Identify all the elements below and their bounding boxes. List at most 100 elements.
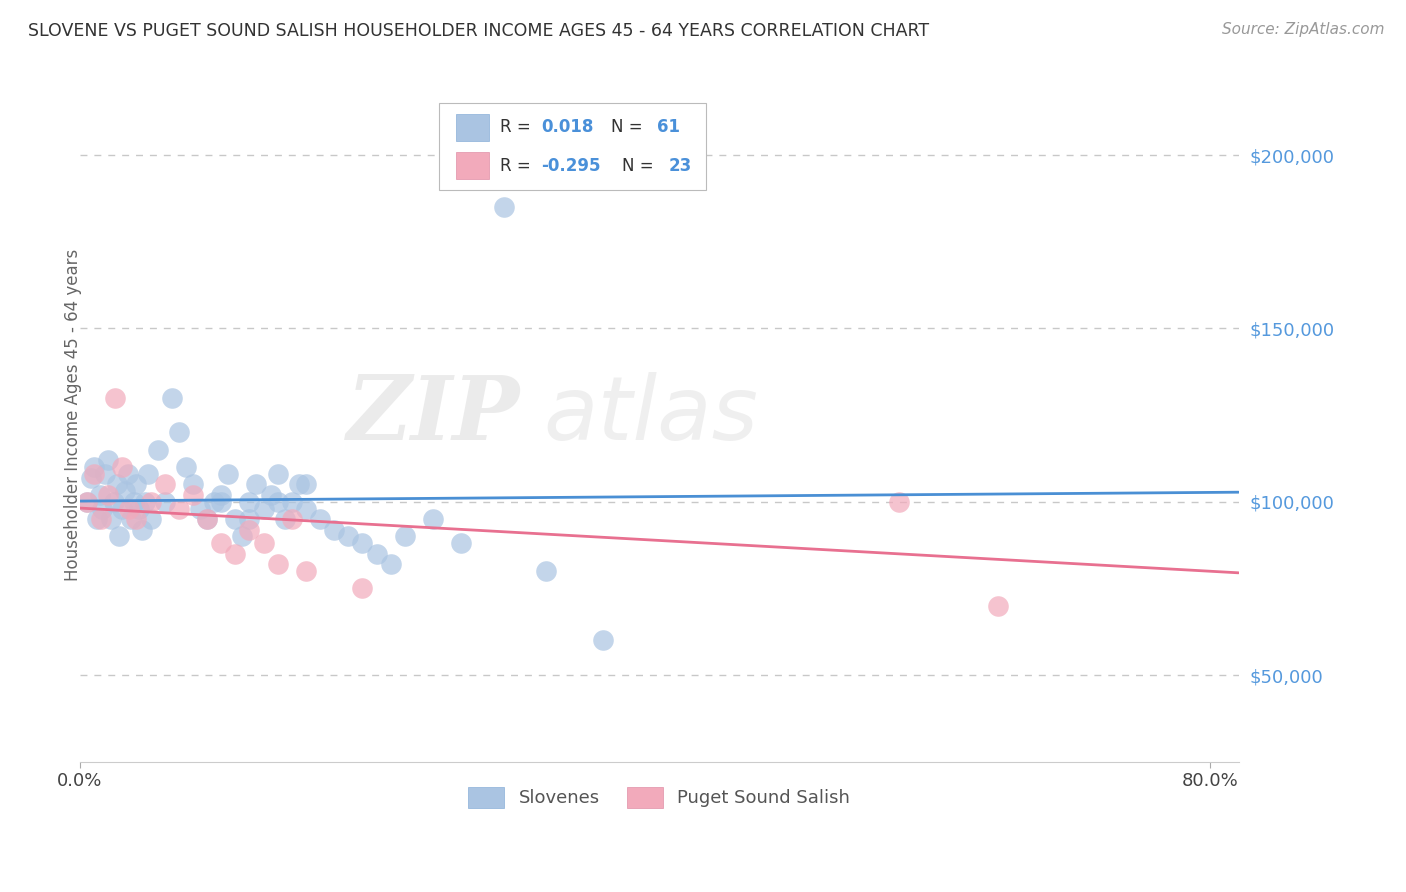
Text: 0.018: 0.018	[541, 119, 593, 136]
Text: 23: 23	[668, 157, 692, 175]
Point	[352, 582, 374, 596]
Point	[238, 512, 260, 526]
Point	[492, 200, 515, 214]
Point	[202, 495, 225, 509]
Point	[195, 512, 218, 526]
Point	[90, 512, 112, 526]
Point	[89, 488, 111, 502]
Point	[288, 477, 311, 491]
Point	[366, 547, 388, 561]
Point	[104, 391, 127, 405]
FancyBboxPatch shape	[457, 152, 489, 179]
Text: R =: R =	[501, 119, 531, 136]
Point	[94, 467, 117, 481]
Point	[120, 512, 142, 526]
Point	[167, 425, 190, 440]
Point	[117, 467, 139, 481]
FancyBboxPatch shape	[457, 113, 489, 141]
Point	[259, 488, 281, 502]
Point	[252, 501, 274, 516]
FancyBboxPatch shape	[439, 103, 706, 190]
Point	[118, 501, 141, 516]
Point	[217, 467, 239, 481]
Text: ZIP: ZIP	[347, 372, 520, 458]
Point	[97, 453, 120, 467]
Text: -0.295: -0.295	[541, 157, 600, 175]
Point	[91, 501, 114, 516]
Point	[987, 599, 1010, 613]
Point	[174, 460, 197, 475]
Point	[267, 467, 290, 481]
Text: 61: 61	[657, 119, 681, 136]
Point	[131, 523, 153, 537]
Point	[231, 529, 253, 543]
Point	[281, 495, 304, 509]
Point	[128, 501, 150, 516]
Point	[534, 564, 557, 578]
Point	[295, 564, 318, 578]
Point	[245, 477, 267, 491]
Point	[209, 536, 232, 550]
Point	[422, 512, 444, 526]
Point	[323, 523, 346, 537]
Text: R =: R =	[501, 157, 531, 175]
Point	[281, 512, 304, 526]
Point	[337, 529, 360, 543]
Point	[114, 484, 136, 499]
Text: SLOVENE VS PUGET SOUND SALISH HOUSEHOLDER INCOME AGES 45 - 64 YEARS CORRELATION : SLOVENE VS PUGET SOUND SALISH HOUSEHOLDE…	[28, 22, 929, 40]
Point	[111, 501, 134, 516]
Point	[108, 529, 131, 543]
Point	[100, 512, 122, 526]
Point	[136, 467, 159, 481]
Point	[295, 501, 318, 516]
Point	[352, 536, 374, 550]
Point	[83, 467, 105, 481]
Point	[160, 391, 183, 405]
Point	[592, 633, 614, 648]
Point	[153, 495, 176, 509]
Point	[181, 488, 204, 502]
Point	[86, 512, 108, 526]
Text: atlas: atlas	[543, 372, 758, 458]
Point	[125, 512, 148, 526]
Point	[195, 512, 218, 526]
Point	[238, 523, 260, 537]
Point	[188, 501, 211, 516]
Point	[167, 501, 190, 516]
Point	[295, 477, 318, 491]
Point	[76, 495, 98, 509]
Point	[97, 488, 120, 502]
Text: Source: ZipAtlas.com: Source: ZipAtlas.com	[1222, 22, 1385, 37]
Point	[80, 470, 103, 484]
Point	[139, 512, 162, 526]
Legend: Slovenes, Puget Sound Salish: Slovenes, Puget Sound Salish	[461, 780, 858, 815]
Point	[889, 495, 911, 509]
Point	[252, 536, 274, 550]
Point	[76, 495, 98, 509]
Point	[134, 495, 156, 509]
Point	[224, 512, 246, 526]
Point	[450, 536, 472, 550]
Text: N =: N =	[610, 119, 643, 136]
Point	[274, 512, 297, 526]
Point	[103, 495, 125, 509]
Point	[153, 477, 176, 491]
Point	[125, 477, 148, 491]
Point	[267, 558, 290, 572]
Y-axis label: Householder Income Ages 45 - 64 years: Householder Income Ages 45 - 64 years	[63, 249, 82, 582]
Point	[380, 558, 402, 572]
Point	[111, 460, 134, 475]
Point	[122, 495, 145, 509]
Point	[181, 477, 204, 491]
Point	[146, 442, 169, 457]
Point	[105, 477, 128, 491]
Point	[209, 495, 232, 509]
Point	[309, 512, 332, 526]
Point	[224, 547, 246, 561]
Point	[394, 529, 416, 543]
Point	[139, 495, 162, 509]
Point	[238, 495, 260, 509]
Point	[267, 495, 290, 509]
Point	[83, 460, 105, 475]
Point	[209, 488, 232, 502]
